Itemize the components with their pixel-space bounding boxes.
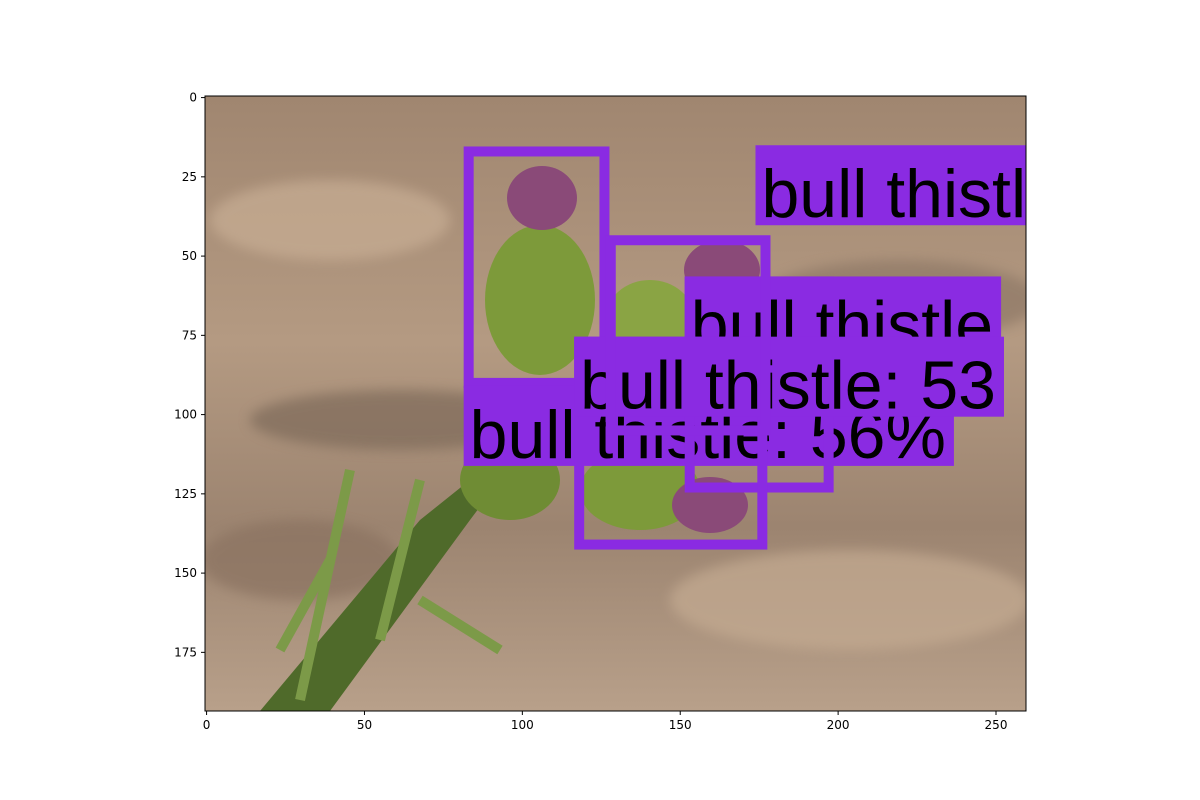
y-tick-label: 0 bbox=[189, 91, 197, 105]
label-band bbox=[755, 145, 1026, 226]
x-tick-label: 250 bbox=[985, 718, 1008, 732]
detection-label: bull thistle: 53 bbox=[580, 348, 996, 424]
ticks: 0 50 100 150 200 250 0 25 50 75 100 125 150 175 bbox=[174, 91, 1007, 732]
y-tick-label: 75 bbox=[182, 328, 197, 342]
label-band bbox=[574, 336, 1004, 417]
x-tick-label: 0 bbox=[203, 718, 211, 732]
y-tick-label: 150 bbox=[174, 566, 197, 580]
x-tick-label: 200 bbox=[827, 718, 850, 732]
y-tick-label: 175 bbox=[174, 645, 197, 659]
y-tick-label: 50 bbox=[182, 249, 197, 263]
y-tick-label: 125 bbox=[174, 487, 197, 501]
x-tick-label: 100 bbox=[511, 718, 534, 732]
y-tick-label: 100 bbox=[174, 408, 197, 422]
x-tick-label: 50 bbox=[357, 718, 372, 732]
axes-frame bbox=[204, 95, 1027, 712]
x-tick-label: 150 bbox=[669, 718, 692, 732]
detection-label: bull thistle: 5 bbox=[761, 156, 1139, 232]
bounding-box bbox=[463, 146, 610, 388]
bounding-box bbox=[605, 235, 771, 436]
y-tick-label: 25 bbox=[182, 170, 197, 184]
